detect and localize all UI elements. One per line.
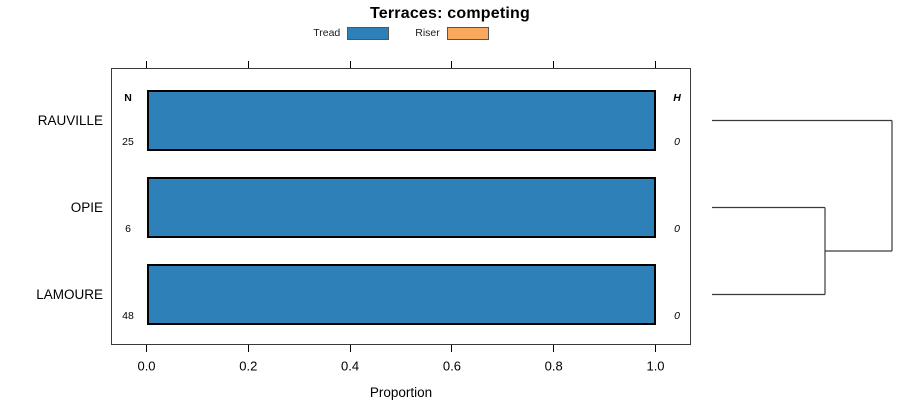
bar-segment-tread (148, 266, 654, 323)
legend: Tread Riser (111, 25, 691, 41)
x-tick-bottom (553, 345, 555, 352)
x-tick-label: 0.6 (442, 358, 461, 374)
legend-item-tread: Tread (313, 26, 390, 40)
x-tick-top (349, 61, 351, 68)
category-label-rauville: RAUVILLE (37, 112, 103, 128)
x-tick-top (247, 61, 249, 68)
legend-label: Riser (415, 27, 440, 39)
x-tick-label: 0.8 (544, 358, 563, 374)
n-value: 48 (122, 310, 134, 322)
category-label-opie: OPIE (70, 199, 103, 215)
x-tick-top (553, 61, 555, 68)
bar-row-opie (146, 177, 656, 238)
bar-row-lamoure (146, 264, 656, 325)
legend-label: Tread (313, 27, 341, 39)
n-value: 25 (122, 136, 134, 148)
x-tick-bottom (247, 345, 249, 352)
x-tick-top (451, 61, 453, 68)
h-value: 0 (674, 310, 680, 322)
h-column-header: H (673, 92, 681, 104)
x-tick-label: 0.4 (341, 358, 360, 374)
legend-swatch-tread (347, 26, 390, 40)
x-tick-label: 1.0 (646, 358, 665, 374)
x-tick-bottom (349, 345, 351, 352)
x-tick-label: 0.2 (239, 358, 258, 374)
bar-row-rauville (146, 90, 656, 151)
legend-swatch-riser (446, 26, 489, 40)
legend-item-riser: Riser (415, 26, 489, 40)
x-tick-label: 0.0 (137, 358, 156, 374)
x-tick-bottom (146, 345, 147, 352)
bar-segment-tread (148, 92, 654, 149)
x-tick-top (146, 61, 147, 68)
x-axis-title: Proportion (369, 385, 433, 400)
plot-area (111, 68, 691, 345)
h-value: 0 (674, 223, 680, 235)
category-label-lamoure: LAMOURE (36, 286, 103, 302)
n-column-header: N (124, 91, 132, 104)
n-value: 6 (125, 223, 131, 235)
x-tick-top (655, 61, 656, 68)
chart-title: Terraces: competing (370, 5, 530, 22)
h-value: 0 (674, 136, 680, 148)
x-tick-bottom (655, 345, 656, 352)
bar-segment-tread (148, 179, 654, 236)
x-tick-bottom (451, 345, 453, 352)
